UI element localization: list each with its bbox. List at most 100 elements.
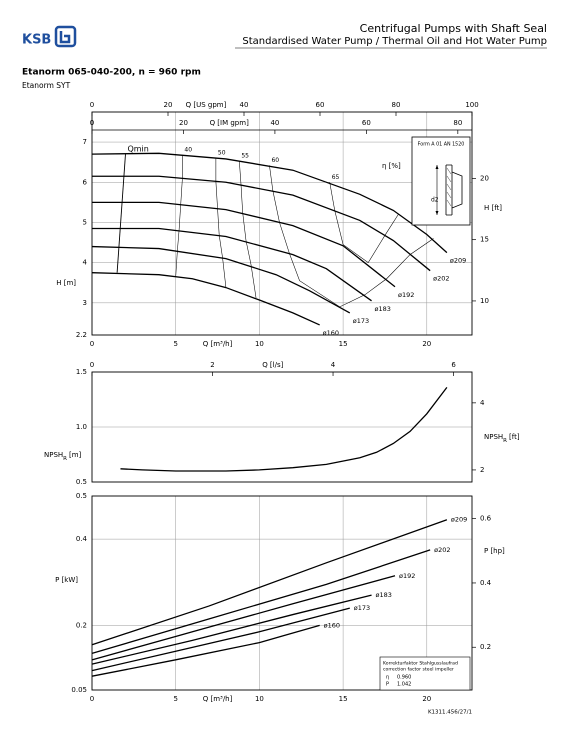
top-tick-label: 6 (451, 361, 456, 369)
top-tick-label: 20 (179, 119, 188, 127)
efficiency-line (239, 160, 257, 299)
top-tick-label: 80 (453, 119, 462, 127)
correction-subtitle: correction factor steel impeller (383, 667, 454, 673)
y-axis-title-sub: R (63, 456, 67, 462)
curve-label: ø160 (324, 621, 340, 629)
x-tick-label: 10 (255, 340, 264, 348)
y2-tick-label: 0.4 (480, 579, 492, 587)
y-tick-label: 3 (83, 299, 87, 307)
y-tick-label: 5 (83, 218, 87, 226)
top-tick-label: 100 (465, 101, 478, 109)
y-axis-title: H [m] (56, 279, 76, 287)
x-tick-label: 0 (90, 340, 94, 348)
y2-axis-title-sub: R (503, 438, 507, 444)
y2-tick-label: 20 (480, 174, 489, 182)
brand: KSB (22, 33, 51, 48)
curve (91, 607, 350, 672)
curve-label: ø173 (354, 604, 370, 612)
y2-tick-label: 0.2 (480, 643, 491, 651)
y2-axis-title: NPSHR [ft] (484, 433, 520, 444)
top-axis-title: Q [IM gpm] (210, 119, 250, 127)
y-tick-label: 1.0 (76, 423, 87, 431)
top-axis-title: Q [l/s] (262, 361, 283, 369)
y-tick-label: 0.5 (76, 478, 87, 486)
x-tick-label: 20 (422, 695, 431, 703)
y-tick-label: 6 (83, 178, 88, 186)
curve (91, 152, 448, 254)
curve-label: ø209 (450, 257, 466, 265)
impeller-inset: Form A 01 AN 1520 d2 (411, 136, 471, 226)
correction-key: η (386, 675, 389, 681)
curve (91, 624, 320, 677)
curve (120, 387, 448, 472)
y2-axis-title: H [ft] (484, 204, 502, 212)
top-tick-label: 0 (90, 101, 94, 109)
x-tick-label: 20 (422, 340, 431, 348)
y2-axis-title-main: NPSH (484, 433, 503, 441)
efficiency-label: 60 (271, 157, 279, 164)
y2-tick-label: 10 (480, 297, 489, 305)
top-tick-label: 80 (392, 101, 401, 109)
curve (91, 549, 431, 654)
correction-title: Korrekturfaktor Stahlgusslaufrad (383, 661, 458, 667)
y-tick-label: 7 (83, 138, 87, 146)
efficiency-line (329, 182, 399, 264)
curve (91, 575, 396, 661)
curve (91, 594, 372, 665)
top-axis-title: Q [US gpm] (186, 101, 227, 109)
correction-value: 0.960 (397, 675, 411, 681)
x-tick-label: 15 (339, 340, 348, 348)
y-tick-label: 1.5 (76, 368, 87, 376)
efficiency-line (269, 165, 434, 308)
curve (92, 175, 431, 272)
curve (91, 272, 320, 326)
qmin-label: Qmin (127, 145, 148, 154)
y-tick-label: 2.2 (76, 331, 87, 339)
x-tick-label: 0 (90, 695, 94, 703)
x-tick-label: 10 (255, 695, 264, 703)
top-tick-label: 60 (362, 119, 371, 127)
inset-label: d2 (431, 197, 439, 204)
y-tick-label: 0.2 (76, 621, 87, 629)
efficiency-line (175, 154, 183, 277)
document-number: K1311.456/27/1 (428, 710, 472, 716)
y-axis-title: P [kW] (55, 576, 78, 584)
y-axis-title-unit: [m] (69, 451, 82, 459)
qmin-line (116, 154, 126, 273)
curve-label: ø183 (375, 305, 391, 313)
plot-frame (91, 495, 473, 691)
inset-title: Form A 01 AN 1520 (418, 142, 465, 148)
efficiency-label: 40 (184, 146, 192, 153)
top-tick-label: 4 (331, 361, 336, 369)
plot-frame (91, 371, 473, 483)
curve-label: ø202 (434, 546, 450, 554)
top-tick-label: 60 (316, 101, 325, 109)
x-tick-label: 5 (173, 695, 177, 703)
efficiency-line (215, 158, 227, 288)
efficiency-label: 50 (218, 150, 226, 157)
y2-tick-label: 15 (480, 236, 489, 244)
efficiency-label: 65 (332, 174, 340, 181)
y-tick-label: 0.5 (76, 492, 87, 500)
curve-label: ø209 (451, 516, 467, 524)
curve (92, 201, 396, 288)
y-tick-label: 4 (83, 259, 88, 267)
correction-box: Korrekturfaktor Stahlgusslaufrad correct… (379, 656, 471, 691)
page-subtitle: Standardised Water Pump / Thermal Oil an… (242, 36, 547, 47)
efficiency-label: 55 (241, 152, 249, 159)
y2-axis-title: P [hp] (484, 547, 505, 555)
curve (91, 245, 351, 314)
page-title: Centrifugal Pumps with Shaft Seal (360, 22, 547, 35)
top-tick-label: 0 (90, 119, 94, 127)
correction-key: P (386, 682, 389, 688)
top-tick-label: 0 (90, 361, 94, 369)
y2-axis-title-unit: [ft] (509, 433, 520, 441)
pump-series: Etanorm SYT (22, 81, 71, 90)
x-tick-label: 5 (173, 340, 177, 348)
efficiency-title: η [%] (382, 162, 401, 170)
y2-tick-label: 2 (480, 466, 484, 474)
logo (54, 25, 77, 48)
pump-model: Etanorm 065-040-200, n = 960 rpm (22, 68, 201, 78)
correction-value: 1.042 (397, 682, 411, 688)
